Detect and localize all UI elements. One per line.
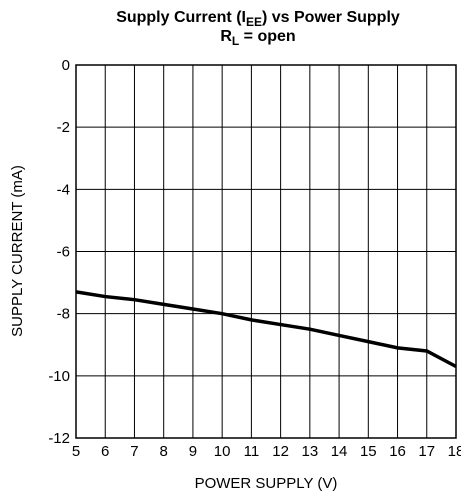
x-tick-label: 9 bbox=[189, 443, 197, 460]
title-part: Supply Current (I bbox=[116, 9, 246, 26]
x-tick-label: 7 bbox=[130, 443, 138, 460]
chart-subtitle: RL = open bbox=[220, 28, 295, 48]
x-tick-label: 16 bbox=[389, 443, 406, 460]
y-tick-label: 0 bbox=[62, 57, 70, 74]
x-tick-label: 10 bbox=[214, 443, 231, 460]
subtitle-subscript: L bbox=[232, 34, 239, 48]
chart-title: Supply Current (IEE) vs Power Supply bbox=[116, 9, 400, 29]
title-part: ) vs Power Supply bbox=[262, 9, 400, 26]
x-tick-label: 8 bbox=[160, 443, 168, 460]
subtitle-part: R bbox=[220, 28, 232, 45]
y-axis-label: SUPPLY CURRENT (mA) bbox=[9, 165, 26, 337]
x-axis-label: POWER SUPPLY (V) bbox=[195, 475, 338, 492]
x-tick-label: 6 bbox=[101, 443, 109, 460]
x-tick-label: 14 bbox=[331, 443, 348, 460]
x-tick-label: 11 bbox=[244, 443, 260, 460]
y-tick-label: -6 bbox=[57, 244, 70, 261]
y-tick-label: -2 bbox=[57, 119, 70, 136]
x-tick-label: 15 bbox=[360, 443, 377, 460]
y-tick-label: -4 bbox=[57, 181, 70, 198]
x-tick-label: 13 bbox=[302, 443, 319, 460]
subtitle-part: = open bbox=[239, 28, 295, 45]
plot-frame bbox=[75, 64, 457, 439]
data-line bbox=[75, 290, 457, 369]
y-tick-label: -8 bbox=[57, 306, 70, 323]
x-tick-label: 17 bbox=[418, 443, 435, 460]
y-tick-label: -10 bbox=[48, 368, 70, 385]
x-tick-label: 12 bbox=[272, 443, 289, 460]
x-tick-label: 5 bbox=[72, 443, 80, 460]
y-tick-label: -12 bbox=[48, 430, 70, 447]
title-subscript: EE bbox=[246, 15, 262, 29]
x-tick-label: 18 bbox=[448, 443, 461, 460]
